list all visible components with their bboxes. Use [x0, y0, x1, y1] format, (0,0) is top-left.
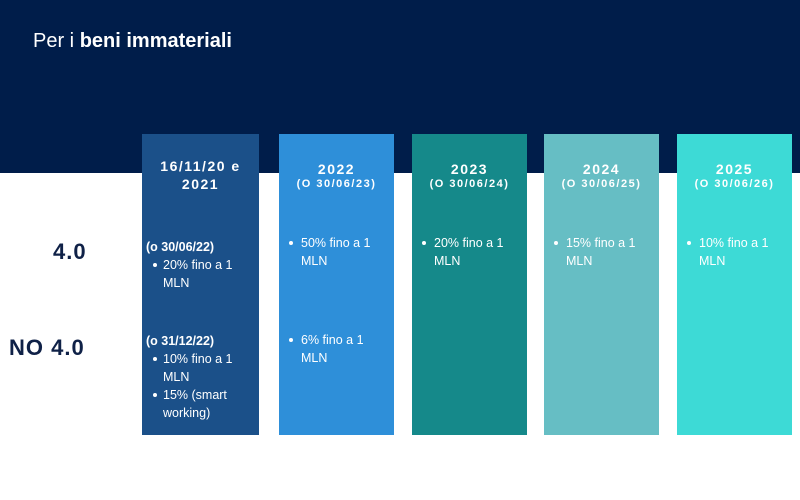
list-item: 10% fino a 1 MLN: [681, 234, 788, 270]
list-item: 50% fino a 1 MLN: [283, 234, 390, 270]
column-subtitle: (O 30/06/24): [429, 178, 510, 190]
list-item: 15% (smart working): [146, 386, 255, 422]
column-year: 2024: [582, 161, 621, 177]
column-2025: 2025 (O 30/06/26) 10% fino a 1 MLN: [677, 134, 792, 435]
column-header: 2024 (O 30/06/25): [544, 160, 659, 191]
column-subtitle: (O 30/06/26): [694, 178, 775, 190]
column-2021: 16/11/20 e 2021 (o 30/06/22) 20% fino a …: [142, 134, 259, 435]
list-item: 20% fino a 1 MLN: [146, 256, 255, 292]
column-2022: 2022 (O 30/06/23) 50% fino a 1 MLN 6% fi…: [279, 134, 394, 435]
page-title: Per i beni immateriali: [33, 30, 232, 53]
column-header: 2022 (O 30/06/23): [279, 160, 394, 191]
row-label-no-4-0: NO 4.0: [9, 335, 85, 360]
column-header: 16/11/20 e 2021: [142, 157, 259, 193]
column-subtitle: (O 30/06/25): [561, 178, 642, 190]
list-item: 6% fino a 1 MLN: [283, 331, 390, 367]
row-label-4-0: 4.0: [53, 239, 87, 264]
cell-condition: (o 31/12/22): [146, 334, 215, 348]
cell-4-0: 20% fino a 1 MLN: [416, 234, 523, 270]
cell-condition: (o 30/06/22): [146, 240, 215, 254]
column-header: 2023 (O 30/06/24): [412, 160, 527, 191]
cell-4-0: 15% fino a 1 MLN: [548, 234, 655, 270]
header-band: [0, 0, 800, 173]
page-title-bold: beni immateriali: [79, 30, 232, 52]
column-2024: 2024 (O 30/06/25) 15% fino a 1 MLN: [544, 134, 659, 435]
column-year: 2023: [450, 161, 489, 177]
cell-4-0: (o 30/06/22) 20% fino a 1 MLN: [146, 238, 255, 292]
list-item: 15% fino a 1 MLN: [548, 234, 655, 270]
column-year: 2025: [715, 161, 754, 177]
list-item: 10% fino a 1 MLN: [146, 350, 255, 386]
column-header: 2025 (O 30/06/26): [677, 160, 792, 191]
cell-no-4-0: (o 31/12/22) 10% fino a 1 MLN 15% (smart…: [146, 332, 255, 422]
cell-4-0: 10% fino a 1 MLN: [681, 234, 788, 270]
column-year: 16/11/20 e 2021: [160, 158, 241, 192]
column-2023: 2023 (O 30/06/24) 20% fino a 1 MLN: [412, 134, 527, 435]
column-subtitle: (O 30/06/23): [296, 178, 377, 190]
list-item: 20% fino a 1 MLN: [416, 234, 523, 270]
cell-no-4-0: 6% fino a 1 MLN: [283, 331, 390, 367]
cell-4-0: 50% fino a 1 MLN: [283, 234, 390, 270]
column-year: 2022: [317, 161, 356, 177]
page-title-prefix: Per i: [33, 30, 80, 52]
